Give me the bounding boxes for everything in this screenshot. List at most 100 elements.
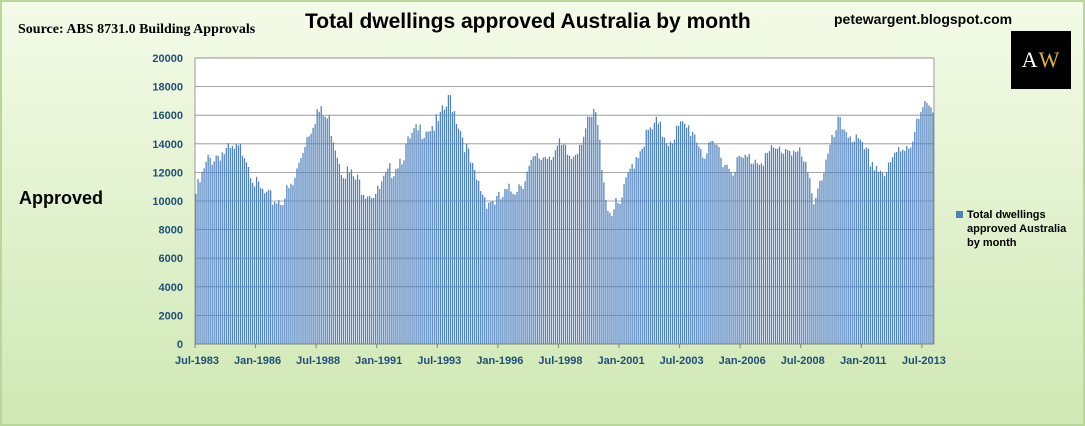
- bar: [233, 148, 235, 344]
- bar: [914, 132, 916, 344]
- bar: [752, 163, 754, 344]
- bar: [732, 175, 734, 344]
- bar: [336, 157, 338, 344]
- bar: [772, 147, 775, 344]
- x-tick-label: Jan-1991: [355, 355, 402, 367]
- bar: [837, 116, 839, 345]
- legend-swatch: [956, 211, 963, 218]
- bar: [300, 158, 302, 344]
- bar: [264, 193, 266, 344]
- bar: [225, 147, 227, 344]
- bar: [348, 172, 351, 344]
- bar: [260, 188, 262, 344]
- bar: [675, 125, 678, 344]
- bar: [928, 105, 930, 344]
- bar: [904, 150, 906, 344]
- bar: [231, 145, 233, 344]
- bar: [601, 169, 603, 344]
- bar: [474, 169, 476, 344]
- bar: [583, 136, 585, 344]
- bar: [679, 121, 682, 344]
- bar: [756, 163, 758, 344]
- bar: [488, 202, 490, 344]
- bar: [603, 182, 605, 344]
- bar: [197, 179, 199, 344]
- bar: [314, 124, 316, 344]
- bar: [490, 201, 492, 344]
- bar: [803, 161, 805, 344]
- bar: [486, 208, 488, 344]
- bar: [657, 123, 660, 344]
- bar: [358, 179, 361, 344]
- bar: [778, 146, 781, 344]
- bar: [724, 164, 726, 344]
- y-tick-label: 0: [177, 339, 183, 351]
- bar: [211, 164, 213, 344]
- bar: [807, 172, 809, 344]
- bar: [542, 157, 544, 344]
- bar: [360, 194, 363, 344]
- bar: [461, 137, 464, 344]
- x-tick-label: Jul-2013: [902, 355, 946, 367]
- bar: [201, 171, 203, 344]
- bar: [906, 145, 908, 344]
- y-tick-label: 8000: [159, 225, 183, 237]
- bar: [367, 196, 369, 344]
- bar: [900, 151, 902, 344]
- bar: [203, 168, 205, 344]
- bar: [722, 167, 724, 344]
- bar: [213, 161, 215, 344]
- bar: [324, 116, 326, 344]
- bar: [889, 162, 892, 344]
- bar: [758, 164, 760, 344]
- logo-letter-w: W: [1038, 47, 1061, 72]
- bar: [738, 155, 740, 344]
- bar: [799, 147, 801, 344]
- bar: [661, 136, 664, 344]
- bar: [457, 128, 460, 344]
- bar: [869, 166, 872, 344]
- x-tick-label: Jan-1986: [234, 355, 281, 367]
- bar: [686, 127, 688, 344]
- bar: [857, 138, 859, 344]
- bar: [871, 162, 874, 344]
- bar: [546, 158, 548, 344]
- bar: [381, 181, 383, 344]
- bar: [274, 201, 276, 344]
- bar: [389, 163, 391, 344]
- bar: [912, 141, 914, 344]
- bar: [344, 178, 347, 344]
- bar: [863, 149, 865, 344]
- bar: [459, 130, 462, 344]
- bar: [829, 144, 831, 344]
- bar: [223, 154, 225, 344]
- bar: [855, 134, 857, 344]
- bar: [572, 156, 575, 344]
- logo-letter-a: A: [1021, 47, 1039, 72]
- bar: [595, 112, 597, 345]
- bar: [813, 204, 815, 344]
- bar: [516, 191, 518, 344]
- bar: [712, 140, 714, 344]
- bar: [579, 144, 581, 344]
- bar: [873, 170, 876, 344]
- bar: [793, 150, 795, 344]
- x-tick-label: Jul-1988: [296, 355, 340, 367]
- bar: [482, 194, 484, 344]
- bar: [849, 136, 851, 344]
- bar: [439, 111, 441, 344]
- y-tick-label: 2000: [159, 310, 183, 322]
- bar: [199, 182, 201, 344]
- x-tick-label: Jan-2001: [597, 355, 644, 367]
- x-tick-label: Jul-1983: [175, 355, 219, 367]
- source-label: Source: ABS 8731.0 Building Approvals: [18, 22, 256, 37]
- bar: [308, 136, 310, 344]
- bar: [478, 180, 480, 344]
- bar: [702, 157, 704, 344]
- bar: [205, 161, 207, 344]
- bar: [465, 143, 468, 344]
- bar: [554, 150, 557, 344]
- bar: [655, 116, 657, 344]
- bar: [629, 168, 631, 344]
